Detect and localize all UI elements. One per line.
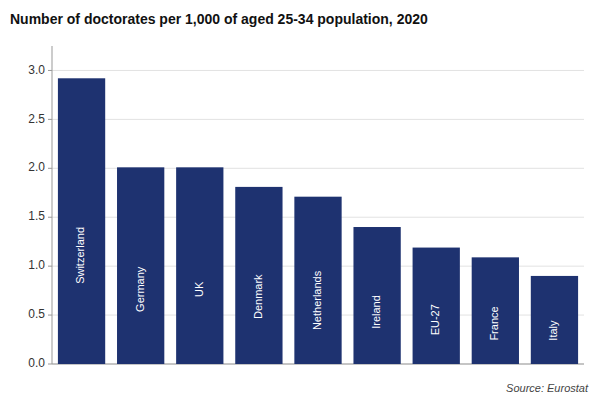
y-tick [48, 364, 52, 365]
y-tick-label: 2.5 [28, 112, 45, 126]
category-label: Italy [547, 320, 559, 341]
bar [531, 276, 578, 364]
title: Number of doctorates per 1,000 of aged 2… [10, 11, 428, 27]
category-label: Denmark [252, 274, 264, 319]
category-label: EU-27 [429, 304, 441, 335]
category-label: Ireland [370, 295, 382, 329]
bar [117, 167, 164, 364]
y-tick [48, 217, 52, 218]
bar [472, 257, 519, 364]
y-tick [48, 119, 52, 120]
grid [52, 70, 584, 364]
bar [294, 197, 341, 364]
category-label: Switzerland [74, 227, 86, 284]
y-tick [48, 168, 52, 169]
y-axis: 0.0 0.5 1.0 1.5 2.0 2.5 3.0 [28, 63, 52, 371]
y-tick [48, 266, 52, 267]
bars [58, 78, 578, 364]
y-tick-label: 2.0 [28, 160, 45, 174]
chart: 0.0 0.5 1.0 1.5 2.0 2.5 3.0 Switzerland Germany U… [0, 0, 600, 400]
bar [58, 78, 105, 364]
y-tick-label: 3.0 [28, 63, 45, 77]
bar [176, 167, 223, 364]
category-label: Netherlands [311, 270, 323, 330]
category-label: France [488, 306, 500, 340]
source-note: Source: Eurostat [506, 382, 589, 394]
grid-line [52, 119, 584, 120]
bar [235, 187, 282, 364]
bar [353, 227, 400, 364]
y-tick-label: 0.0 [28, 356, 45, 370]
grid-line [52, 70, 584, 71]
y-tick [48, 315, 52, 316]
y-tick-label: 0.5 [28, 307, 45, 321]
category-label: Germany [134, 266, 146, 312]
bar [413, 248, 460, 364]
category-label: UK [193, 281, 205, 297]
y-tick [48, 70, 52, 71]
y-tick-label: 1.0 [28, 258, 45, 272]
y-axis-line [52, 46, 53, 364]
y-tick-label: 1.5 [28, 209, 45, 223]
category-labels: Switzerland Germany UK Denmark Netherlands Ir… [74, 227, 559, 341]
